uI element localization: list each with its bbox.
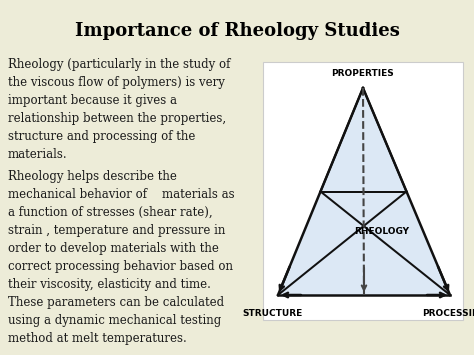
Text: PROPERTIES: PROPERTIES — [332, 69, 394, 78]
Text: STRUCTURE: STRUCTURE — [243, 309, 303, 318]
Text: PROCESSING: PROCESSING — [422, 309, 474, 318]
Text: RHEOLOGY: RHEOLOGY — [354, 226, 409, 235]
FancyBboxPatch shape — [263, 62, 463, 320]
Text: Rheology (particularly in the study of
the viscous flow of polymers) is very
imp: Rheology (particularly in the study of t… — [8, 58, 230, 161]
Polygon shape — [278, 88, 450, 295]
Text: Importance of Rheology Studies: Importance of Rheology Studies — [74, 22, 400, 40]
Text: Rheology helps describe the
mechanical behavior of    materials as
a function of: Rheology helps describe the mechanical b… — [8, 170, 235, 345]
